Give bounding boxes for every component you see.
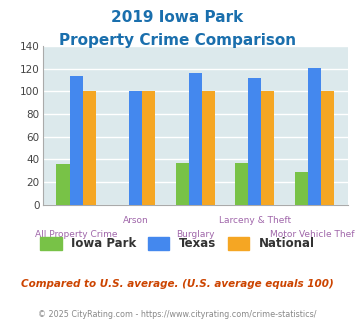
- Legend: Iowa Park, Texas, National: Iowa Park, Texas, National: [40, 237, 315, 250]
- Text: Compared to U.S. average. (U.S. average equals 100): Compared to U.S. average. (U.S. average …: [21, 279, 334, 289]
- Bar: [321, 91, 334, 205]
- Bar: [129, 91, 142, 205]
- Text: 2019 Iowa Park: 2019 Iowa Park: [111, 10, 244, 25]
- Bar: [83, 91, 96, 205]
- Bar: [261, 91, 274, 205]
- Bar: [142, 91, 155, 205]
- Bar: [308, 68, 321, 205]
- Text: Motor Vehicle Theft: Motor Vehicle Theft: [271, 230, 355, 239]
- Bar: [189, 73, 202, 205]
- Bar: [202, 91, 215, 205]
- Bar: [70, 76, 83, 205]
- Text: © 2025 CityRating.com - https://www.cityrating.com/crime-statistics/: © 2025 CityRating.com - https://www.city…: [38, 310, 317, 319]
- Bar: [248, 78, 261, 205]
- Bar: [176, 163, 189, 205]
- Bar: [295, 172, 308, 205]
- Bar: [56, 164, 70, 205]
- Text: Property Crime Comparison: Property Crime Comparison: [59, 33, 296, 48]
- Bar: [235, 163, 248, 205]
- Text: Burglary: Burglary: [176, 230, 214, 239]
- Text: All Property Crime: All Property Crime: [35, 230, 118, 239]
- Text: Larceny & Theft: Larceny & Theft: [219, 216, 291, 225]
- Text: Arson: Arson: [123, 216, 148, 225]
